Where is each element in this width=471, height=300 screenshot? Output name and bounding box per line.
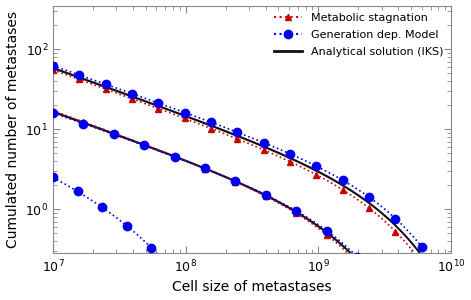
Legend: Metabolic stagnation, Generation dep. Model, Analytical solution (IKS): Metabolic stagnation, Generation dep. Mo…	[270, 9, 448, 61]
X-axis label: Cell size of metastases: Cell size of metastases	[172, 280, 332, 294]
Y-axis label: Cumulated number of metastases: Cumulated number of metastases	[6, 11, 20, 248]
